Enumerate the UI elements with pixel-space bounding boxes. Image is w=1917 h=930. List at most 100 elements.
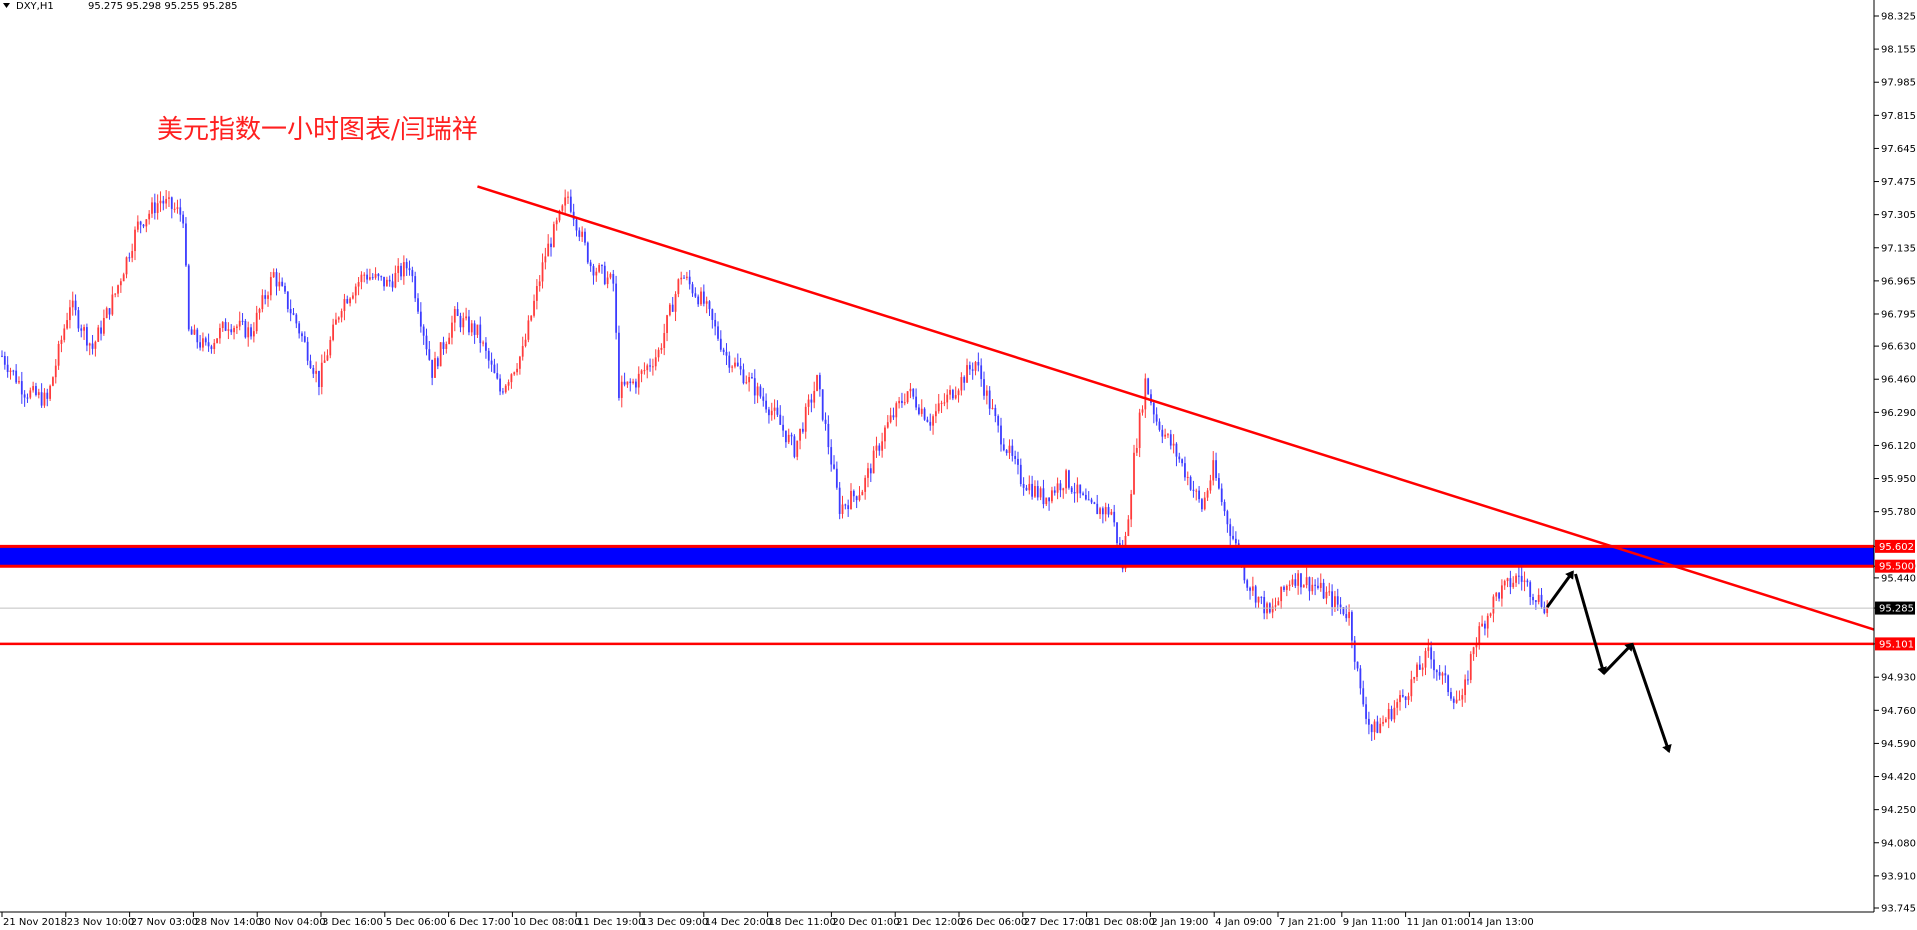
candle-body — [479, 324, 482, 344]
candle-body — [1008, 445, 1011, 454]
candle-body — [3, 356, 6, 365]
candle-body — [1478, 626, 1481, 644]
candle-body — [1441, 673, 1444, 676]
candle-body — [1277, 601, 1280, 606]
candle-body — [414, 276, 417, 299]
candle-body — [18, 381, 20, 383]
candle-body — [833, 464, 835, 469]
x-tick-label: 9 Jan 11:00 — [1343, 917, 1400, 928]
candle-body — [581, 231, 584, 237]
candle-body — [335, 319, 337, 325]
candle-body — [564, 197, 567, 206]
x-tick-label: 14 Jan 13:00 — [1470, 917, 1533, 928]
candle-body — [538, 281, 541, 287]
y-tick-label: 95.780 — [1881, 507, 1916, 518]
candle-body — [1447, 675, 1450, 693]
y-tick-label: 96.120 — [1881, 441, 1916, 452]
candle-body — [337, 317, 340, 320]
candle-body — [804, 406, 807, 432]
candle-body — [626, 381, 629, 385]
candle-body — [451, 322, 453, 338]
projection-arrow[interactable] — [1630, 643, 1672, 754]
candle-body — [1186, 476, 1189, 478]
candle-body — [1101, 508, 1104, 515]
resistance-zone[interactable] — [0, 546, 1874, 567]
candle-body — [1501, 585, 1503, 599]
candle-body — [1294, 579, 1297, 586]
candle-body — [654, 357, 657, 367]
candle-body — [748, 377, 751, 383]
candle-body — [507, 382, 510, 386]
candle-body — [1342, 607, 1345, 615]
candle-body — [1087, 499, 1090, 501]
candle-body — [349, 298, 351, 304]
candle-body — [1461, 695, 1464, 700]
candle-body — [1184, 463, 1186, 478]
candle-body — [202, 338, 204, 348]
candle-body — [1319, 582, 1322, 588]
candle-body — [926, 419, 929, 422]
candle-body — [725, 351, 728, 356]
candle-body — [1, 355, 3, 357]
candle-body — [97, 327, 100, 342]
x-tick-label: 31 Dec 08:00 — [1088, 917, 1155, 928]
candle-body — [102, 317, 105, 334]
candle-body — [1073, 492, 1076, 494]
price-tag-resistance-zone-bottom — [1875, 559, 1915, 573]
y-tick-label: 96.965 — [1881, 276, 1916, 287]
candle-body — [983, 379, 985, 396]
projection-arrow[interactable] — [1574, 573, 1607, 676]
candle-body — [671, 304, 674, 312]
candle-body — [1082, 493, 1084, 495]
projection-arrow[interactable] — [1545, 570, 1574, 608]
candle-body — [898, 400, 901, 404]
candle-body — [1495, 592, 1498, 597]
candle-body — [773, 407, 776, 411]
candle-body — [753, 378, 756, 396]
candle-body — [1512, 582, 1515, 588]
candle-body — [751, 377, 753, 379]
trendline[interactable] — [477, 185, 1875, 631]
candle-body — [227, 329, 230, 331]
candle-body — [456, 309, 459, 316]
chevron-down-icon[interactable] — [3, 3, 10, 8]
candle-body — [145, 219, 148, 227]
candle-body — [801, 428, 804, 432]
candle-body — [117, 285, 119, 294]
candle-body — [1464, 679, 1467, 696]
candle-body — [1430, 647, 1433, 660]
candle-body — [680, 277, 683, 280]
projection-arrow[interactable] — [1602, 642, 1634, 675]
candle-body — [170, 197, 173, 209]
candle-body — [606, 277, 609, 285]
candle-body — [1297, 573, 1300, 586]
candle-body — [199, 342, 201, 348]
x-tick-label: 21 Nov 2018 — [3, 917, 67, 928]
candle-body — [1534, 600, 1537, 602]
candle-body — [923, 408, 926, 420]
candle-body — [1300, 573, 1302, 588]
y-tick-label: 95.440 — [1881, 573, 1916, 584]
candle-body — [1322, 582, 1325, 599]
y-tick-label: 94.080 — [1881, 838, 1916, 849]
candle-body — [37, 392, 40, 395]
x-tick-label: 7 Jan 21:00 — [1279, 917, 1336, 928]
candle-body — [1515, 575, 1517, 583]
candle-body — [1175, 443, 1178, 457]
candle-body — [405, 262, 408, 269]
y-tick-label: 97.305 — [1881, 210, 1916, 221]
candle-body — [951, 389, 954, 399]
candle-body — [128, 257, 131, 259]
candle-body — [1452, 698, 1455, 703]
candle-body — [1158, 421, 1161, 430]
candle-body — [453, 309, 456, 323]
y-tick-label: 94.760 — [1881, 706, 1916, 717]
y-tick-label: 96.630 — [1881, 342, 1916, 353]
candle-body — [940, 402, 943, 404]
candle-body — [1045, 497, 1048, 505]
candle-body — [1135, 448, 1138, 453]
candle-body — [1345, 614, 1348, 619]
candle-body — [787, 434, 790, 443]
candle-body — [963, 377, 966, 383]
